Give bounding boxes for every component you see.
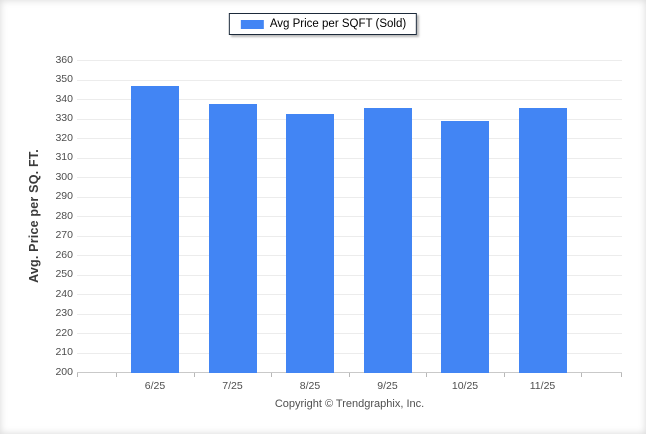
y-gridline bbox=[77, 313, 622, 315]
x-axis-tick bbox=[271, 373, 273, 377]
y-tick-label: 260 bbox=[55, 248, 73, 261]
y-gridline bbox=[77, 333, 622, 334]
x-axis-line bbox=[77, 372, 622, 373]
y-tick-label: 360 bbox=[55, 53, 73, 66]
y-axis-labels: 360 350 340 330 320 310 300 290 280 270 260 250 240 2… bbox=[0, 0, 73, 434]
y-gridline bbox=[77, 235, 622, 237]
x-axis-tick bbox=[621, 373, 622, 377]
y-gridline bbox=[77, 157, 622, 159]
x-axis-tick bbox=[193, 373, 195, 377]
y-tick-label: 230 bbox=[55, 307, 73, 319]
x-tick-label: 6/25 bbox=[144, 380, 166, 392]
legend-swatch-icon bbox=[240, 19, 264, 29]
y-tick-label: 220 bbox=[55, 326, 73, 339]
legend-label: Avg Price per SQFT (Sold) bbox=[269, 18, 407, 30]
y-gridline bbox=[77, 255, 622, 256]
y-gridline bbox=[77, 79, 622, 81]
x-tick-label: 7/25 bbox=[222, 380, 243, 392]
x-axis-labels: 6/25 7/25 8/25 9/25 10/25 11/25 bbox=[77, 373, 622, 393]
y-tick-label: 240 bbox=[55, 287, 73, 300]
y-tick-label: 280 bbox=[55, 209, 73, 222]
y-gridline bbox=[77, 352, 622, 354]
y-tick-label: 200 bbox=[55, 365, 73, 378]
y-gridline bbox=[77, 99, 622, 100]
y-gridline bbox=[77, 60, 622, 61]
bar-10/25 bbox=[441, 121, 489, 373]
x-tick-label: 8/25 bbox=[299, 380, 321, 392]
y-tick-label: 210 bbox=[55, 346, 73, 358]
x-tick-label: 9/25 bbox=[377, 380, 398, 392]
x-axis-tick bbox=[503, 373, 505, 377]
y-gridline bbox=[77, 294, 622, 295]
y-tick-label: 350 bbox=[55, 73, 73, 85]
copyright-text: Copyright © Trendgraphix, Inc. bbox=[274, 398, 425, 410]
y-tick-label: 300 bbox=[55, 170, 73, 183]
x-axis-tick bbox=[426, 373, 428, 377]
bar-11/25 bbox=[518, 107, 567, 373]
y-gridline bbox=[77, 216, 622, 217]
y-tick-label: 330 bbox=[55, 112, 73, 124]
y-tick-label: 310 bbox=[55, 151, 73, 163]
y-tick-label: 340 bbox=[55, 92, 73, 105]
y-tick-label: 320 bbox=[55, 131, 73, 144]
legend: Avg Price per SQFT (Sold) bbox=[228, 13, 418, 35]
x-axis-tick bbox=[77, 373, 78, 377]
y-tick-label: 290 bbox=[55, 190, 73, 202]
bar-8/25 bbox=[286, 113, 334, 373]
x-axis-tick bbox=[581, 373, 583, 377]
bar-9/25 bbox=[363, 107, 412, 373]
x-axis-tick bbox=[116, 373, 118, 377]
x-tick-label: 10/25 bbox=[451, 380, 479, 392]
y-gridline bbox=[77, 274, 622, 276]
x-axis-tick bbox=[348, 373, 350, 377]
y-gridline bbox=[77, 138, 622, 139]
y-tick-label: 270 bbox=[55, 229, 73, 241]
y-gridline bbox=[77, 118, 622, 120]
bar-7/25 bbox=[208, 103, 257, 373]
y-gridline bbox=[77, 196, 622, 198]
x-tick-label: 11/25 bbox=[529, 380, 556, 392]
y-gridline bbox=[77, 177, 622, 178]
y-tick-label: 250 bbox=[55, 268, 73, 280]
plot-area bbox=[77, 60, 622, 377]
bar-6/25 bbox=[131, 86, 179, 373]
